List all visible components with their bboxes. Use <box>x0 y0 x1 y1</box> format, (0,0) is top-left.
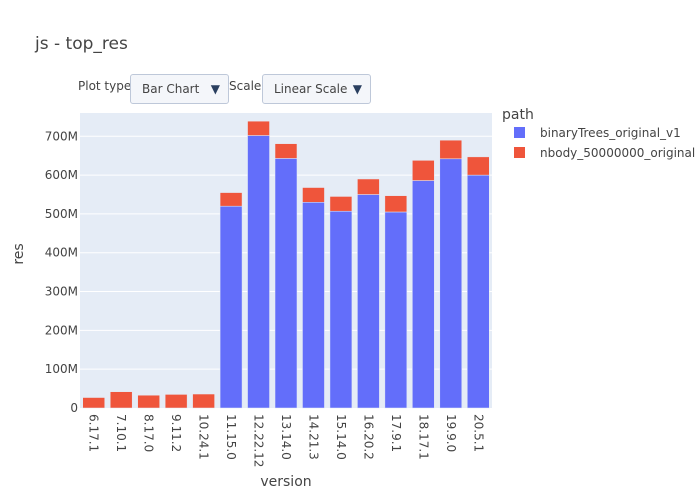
x-tick-label: 12.22.12 <box>252 414 266 467</box>
bar-binarytrees[interactable] <box>384 211 408 409</box>
y-tick-label: 100M <box>45 362 78 376</box>
bar-binarytrees[interactable] <box>329 210 353 409</box>
x-tick-label: 6.17.1 <box>87 414 101 452</box>
y-tick-label: 200M <box>45 323 78 337</box>
bar-nbody[interactable] <box>192 393 215 409</box>
x-tick-label: 11.15.0 <box>224 414 238 460</box>
bar-binarytrees[interactable] <box>467 174 490 409</box>
x-tick-label: 18.17.1 <box>416 414 430 460</box>
plot-type-value: Bar Chart <box>142 82 200 96</box>
y-tick-label: 500M <box>45 207 78 221</box>
legend-label[interactable]: binaryTrees_original_v1 <box>540 126 681 140</box>
bar-binarytrees[interactable] <box>412 180 435 409</box>
bar-binarytrees[interactable] <box>247 135 270 409</box>
legend-swatch[interactable] <box>514 127 525 138</box>
bar-binarytrees[interactable] <box>302 202 325 409</box>
x-axis-title: version <box>260 474 311 490</box>
y-tick-label: 600M <box>45 168 78 182</box>
y-tick-label: 0 <box>70 401 78 415</box>
legend: path binaryTrees_original_v1 nbody_500000… <box>502 107 695 160</box>
x-tick-label: 20.5.1 <box>471 414 485 452</box>
bar-nbody[interactable] <box>302 187 325 203</box>
scale-value: Linear Scale <box>274 82 348 96</box>
y-axis-ticks: 0 100M 200M 300M 400M 500M 600M 700M <box>45 129 78 415</box>
y-tick-label: 700M <box>45 129 78 143</box>
bar-binarytrees[interactable] <box>274 158 298 409</box>
y-axis-title: res <box>11 243 27 264</box>
plot-type-dropdown[interactable]: Bar Chart ▼ <box>130 74 229 104</box>
x-tick-label: 14.21.3 <box>306 414 320 460</box>
chart-title: js - top_res <box>35 34 128 54</box>
bar-nbody[interactable] <box>247 120 270 136</box>
x-tick-label: 9.11.2 <box>169 414 183 452</box>
x-tick-label: 8.17.0 <box>142 414 156 452</box>
bar-nbody[interactable] <box>274 143 298 159</box>
legend-title: path <box>502 107 534 123</box>
bar-nbody[interactable] <box>384 195 408 213</box>
bar-nbody[interactable] <box>412 160 435 181</box>
bar-nbody[interactable] <box>219 192 243 207</box>
x-tick-label: 16.20.2 <box>361 414 375 460</box>
bars <box>82 120 490 409</box>
x-tick-label: 19.9.0 <box>444 414 458 452</box>
y-tick-label: 400M <box>45 246 78 260</box>
x-tick-label: 7.10.1 <box>114 414 128 452</box>
scale-label: Scale: <box>229 79 266 93</box>
legend-swatch[interactable] <box>514 147 525 158</box>
bar-nbody[interactable] <box>329 196 353 212</box>
bar-nbody[interactable] <box>109 391 133 409</box>
x-axis-ticks: 6.17.1 7.10.1 8.17.0 9.11.2 10.24.1 11.15.0 12… <box>87 414 486 467</box>
bar-binarytrees[interactable] <box>357 194 380 409</box>
x-tick-label: 10.24.1 <box>197 414 211 460</box>
bar-nbody[interactable] <box>357 178 380 195</box>
x-tick-label: 17.9.1 <box>389 414 403 452</box>
bar-nbody[interactable] <box>82 397 105 409</box>
bar-nbody[interactable] <box>439 139 463 160</box>
bar-nbody[interactable] <box>164 394 188 409</box>
bar-binarytrees[interactable] <box>439 158 463 409</box>
bar-nbody[interactable] <box>137 394 160 409</box>
plot-type-label: Plot type: <box>78 79 136 93</box>
chevron-down-icon: ▼ <box>210 82 220 96</box>
legend-label[interactable]: nbody_50000000_original <box>540 146 695 160</box>
bar-binarytrees[interactable] <box>219 205 243 409</box>
x-tick-label: 13.14.0 <box>279 414 293 460</box>
chevron-down-icon: ▼ <box>352 82 362 96</box>
scale-dropdown[interactable]: Linear Scale ▼ <box>262 74 371 104</box>
bar-nbody[interactable] <box>467 156 490 176</box>
x-tick-label: 15.14.0 <box>334 414 348 460</box>
y-tick-label: 300M <box>45 285 78 299</box>
